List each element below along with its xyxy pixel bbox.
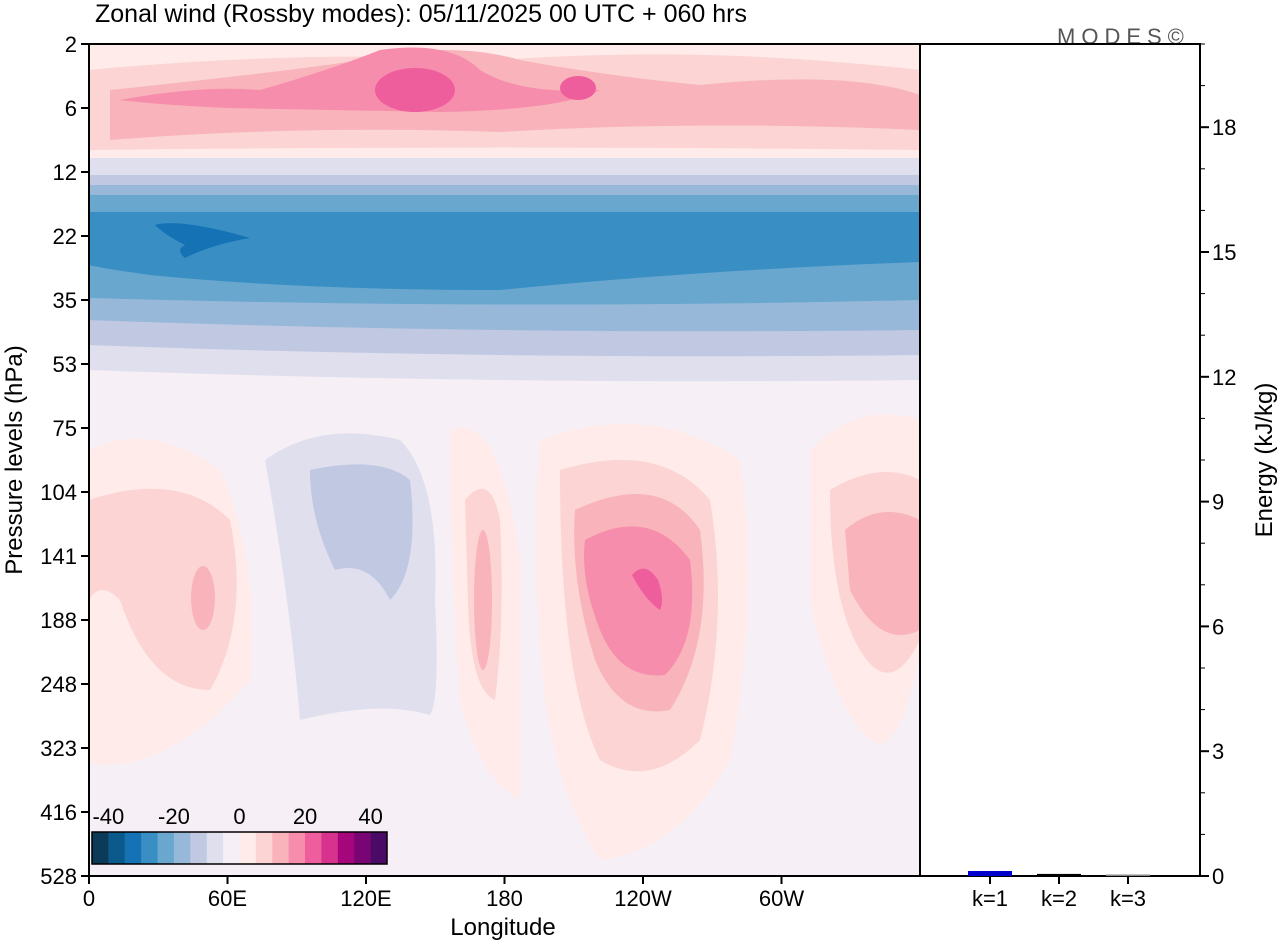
colorbar-cell <box>108 832 126 864</box>
y-tick-label: 528 <box>40 864 77 889</box>
energy-tick-label: 18 <box>1212 115 1236 140</box>
colorbar-cell <box>321 832 339 864</box>
x-axis-label: Longitude <box>450 914 555 941</box>
colorbar-cell <box>173 832 191 864</box>
x-tick-label: 120E <box>340 886 391 911</box>
energy-tick-label: 6 <box>1212 614 1224 639</box>
colorbar-cell <box>305 832 322 864</box>
colorbar-label: 20 <box>293 804 317 829</box>
colorbar-label: 40 <box>358 804 382 829</box>
contour-field <box>88 43 921 877</box>
colorbar-cell <box>354 832 372 864</box>
energy-panel <box>919 43 1201 877</box>
x-tick-label: 120W <box>614 886 672 911</box>
y-axis-right: 0 3 6 9 12 15 18 <box>1200 43 1236 889</box>
y-tick-label: 416 <box>40 800 77 825</box>
x-axis: 0 60E 120E 180 120W 60W <box>83 876 804 911</box>
x-tick-label: 180 <box>486 886 523 911</box>
y-tick-label: 22 <box>53 224 77 249</box>
y-tick-label: 2 <box>65 32 77 57</box>
colorbar-cell <box>337 832 355 864</box>
colorbar-cell <box>157 832 175 864</box>
y-axis-left: 2 6 12 22 35 53 75 104 141 188 248 323 416 528 <box>40 32 89 889</box>
colorbar-cell <box>124 832 142 864</box>
y-axis-label: Pressure levels (hPa) <box>1 345 28 574</box>
colorbar-label: 0 <box>233 804 245 829</box>
x-tick-label: 60E <box>208 886 247 911</box>
colorbar-cell <box>255 832 273 864</box>
colorbar-cell <box>370 832 388 864</box>
colorbar: -40 -20 0 20 40 <box>91 804 388 865</box>
y-tick-label: 75 <box>53 416 77 441</box>
bar-label: k=1 <box>972 886 1008 911</box>
energy-bars: k=1 k=2 k=3 <box>968 871 1150 911</box>
energy-bar-k=1 <box>968 871 1012 876</box>
y-tick-label: 141 <box>40 544 77 569</box>
y-tick-label: 188 <box>40 608 77 633</box>
energy-tick-label: 9 <box>1212 490 1224 515</box>
colorbar-border <box>91 831 388 865</box>
y-tick-label: 248 <box>40 672 77 697</box>
y-tick-label: 12 <box>53 160 77 185</box>
colorbar-cell <box>239 832 257 864</box>
colorbar-cell <box>190 832 208 864</box>
colorbar-label: -40 <box>92 804 124 829</box>
y-tick-label: 53 <box>53 352 77 377</box>
y-tick-label: 35 <box>53 288 77 313</box>
energy-tick-label: 12 <box>1212 365 1236 390</box>
energy-bar-k=2 <box>1037 873 1081 876</box>
colorbar-cell <box>223 832 240 864</box>
bar-label: k=2 <box>1041 886 1077 911</box>
y-tick-label: 104 <box>40 480 77 505</box>
colorbar-cell <box>141 832 159 864</box>
colorbar-cell <box>288 832 306 864</box>
y-tick-label: 323 <box>40 736 77 761</box>
colorbar-label: -20 <box>158 804 190 829</box>
chart-title: Zonal wind (Rossby modes): 05/11/2025 00… <box>95 0 747 28</box>
energy-bar-k=3 <box>1106 874 1150 876</box>
colorbar-cell <box>92 832 109 864</box>
colorbar-cell <box>206 832 224 864</box>
energy-axis-label: Energy (kJ/kg) <box>1251 383 1278 538</box>
energy-tick-label: 3 <box>1212 739 1224 764</box>
energy-tick-label: 0 <box>1212 864 1224 889</box>
energy-tick-label: 15 <box>1212 240 1236 265</box>
x-tick-label: 0 <box>83 886 95 911</box>
y-tick-label: 6 <box>65 96 77 121</box>
bar-label: k=3 <box>1110 886 1146 911</box>
colorbar-cell <box>272 832 290 864</box>
x-tick-label: 60W <box>759 886 804 911</box>
